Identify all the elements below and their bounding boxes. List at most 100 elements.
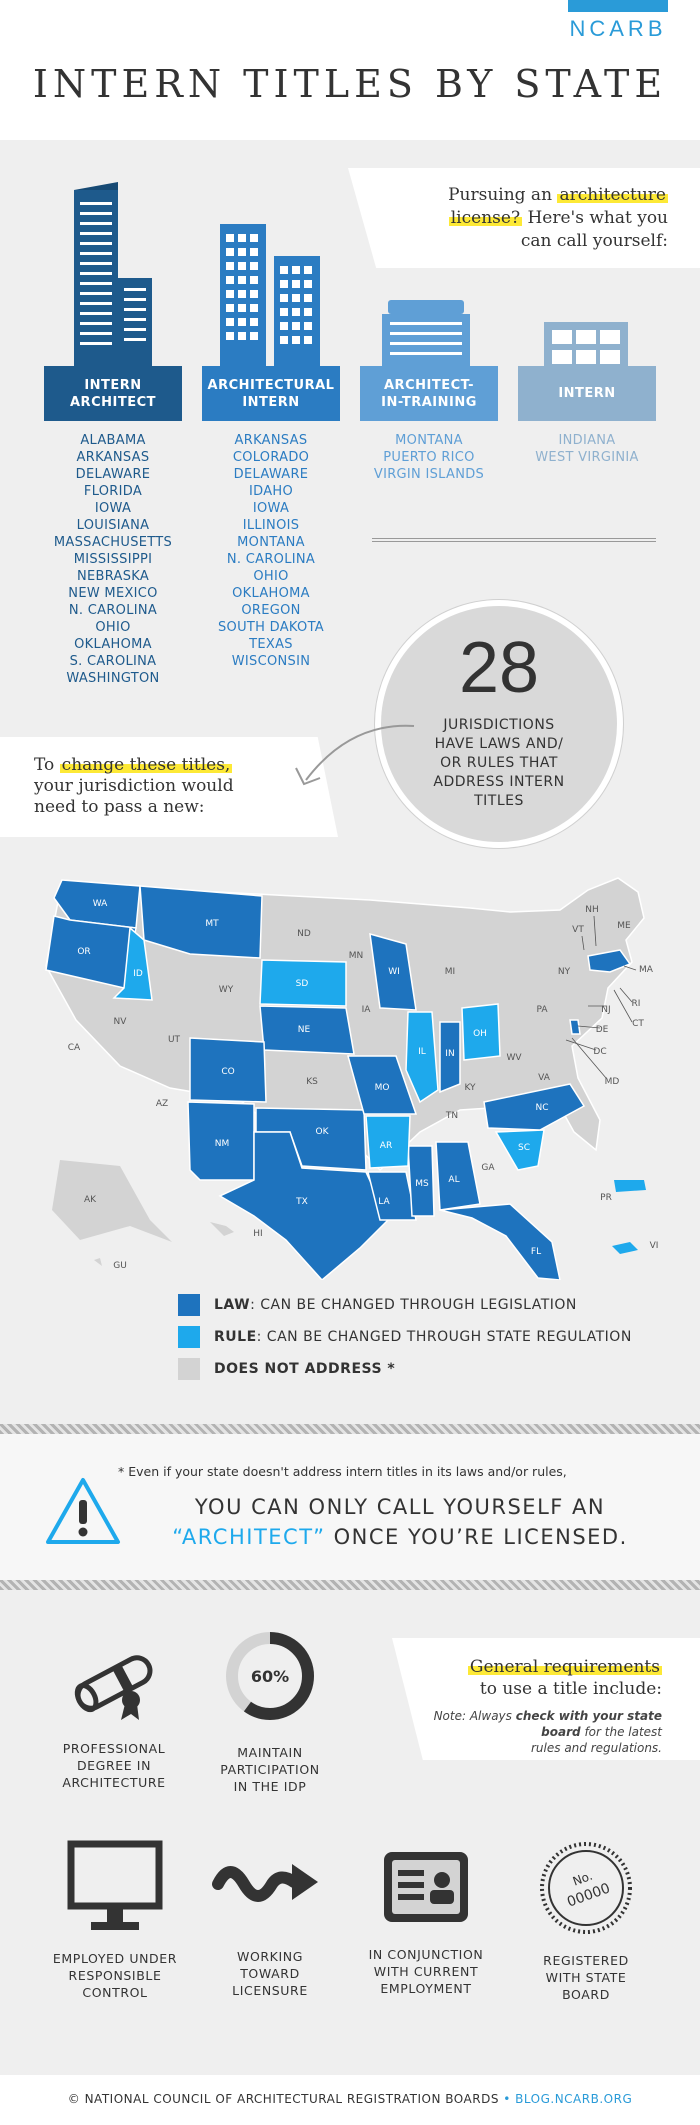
tall-building-icon xyxy=(74,182,152,372)
map-label-nj: NJ xyxy=(601,1005,610,1015)
map-label-wv: WV xyxy=(506,1053,522,1063)
mid-building-icon xyxy=(382,300,470,372)
map-label-ne: NE xyxy=(298,1025,311,1035)
change-highlight: change these titles, xyxy=(59,755,233,775)
warning-footnote: * Even if your state doesn't address int… xyxy=(118,1464,567,1479)
state-list-intern: INDIANA WEST VIRGINIA xyxy=(518,432,656,466)
map-label-or: OR xyxy=(77,947,90,957)
note-bold: check with your state board xyxy=(515,1709,662,1739)
progress-ring-fill xyxy=(226,1632,314,1720)
map-territory-hi xyxy=(210,1222,234,1236)
map-label-sd: SD xyxy=(296,979,309,989)
req-employed-line2: RESPONSIBLE xyxy=(68,1968,162,1983)
twin-tower-icon xyxy=(220,224,320,372)
req-conjunction-line1: IN CONJUNCTION xyxy=(368,1947,484,1962)
col2-title-line2: INTERN xyxy=(242,394,300,410)
req-degree-line3: ARCHITECTURE xyxy=(62,1775,166,1790)
map-label-ma: MA xyxy=(639,965,654,975)
map-label-wa: WA xyxy=(93,899,108,909)
state-item: COLORADO xyxy=(232,450,310,465)
column-rule xyxy=(372,538,656,542)
map-label-dc: DC xyxy=(593,1047,606,1057)
map-label-nv: NV xyxy=(114,1017,128,1027)
ncarb-logo[interactable]: NCARB xyxy=(568,0,668,42)
footer-text: © NATIONAL COUNCIL OF ARCHITECTURAL REGI… xyxy=(0,2092,700,2106)
diploma-icon xyxy=(74,1655,153,1720)
stamp-line2: 00000 xyxy=(565,1880,612,1910)
map-label-ok: OK xyxy=(316,1127,330,1137)
requirement-idp: 60% MAINTAIN PARTICIPATION IN THE IDP xyxy=(200,1626,340,1795)
map-state-co xyxy=(189,1037,267,1103)
state-item: ALABAMA xyxy=(80,433,146,448)
stat-number: 28 xyxy=(458,628,540,708)
state-item: MASSACHUSETTS xyxy=(53,535,173,550)
map-label-id: ID xyxy=(133,969,143,979)
map-state-id xyxy=(112,926,153,1001)
state-item: ARKANSAS xyxy=(76,450,150,465)
map-label-nh: NH xyxy=(585,905,599,915)
change-line2: your jurisdiction would xyxy=(34,776,234,796)
state-item: NEBRASKA xyxy=(76,569,150,584)
map-label-tx: TX xyxy=(295,1197,308,1207)
change-card xyxy=(0,737,338,837)
map-label-oh: OH xyxy=(473,1029,487,1039)
state-item: TEXAS xyxy=(249,637,293,652)
map-label-al: AL xyxy=(448,1175,459,1185)
note-pre: Always xyxy=(466,1709,516,1723)
map-label-nc: NC xyxy=(535,1103,548,1113)
footer-separator: • xyxy=(498,2092,516,2106)
note-label: Note: xyxy=(433,1709,467,1723)
warning-line2-post: ONCE YOU’RE LICENSED. xyxy=(325,1525,628,1549)
map-label-hi: HI xyxy=(253,1229,262,1239)
map-label-ms: MS xyxy=(415,1179,429,1189)
title-architect-in-training: ARCHITECT- IN-TRAINING xyxy=(360,366,498,421)
col1-title-line1: INTERN xyxy=(84,377,142,393)
map-state-ne xyxy=(259,1005,355,1055)
map-state-nm xyxy=(187,1101,255,1181)
map-label-vi: VI xyxy=(650,1241,659,1251)
state-item: OHIO xyxy=(95,620,131,635)
map-state-fl xyxy=(439,1203,561,1280)
intro-text: Pursuing an architecture license? Here's… xyxy=(380,184,668,253)
title-architectural-intern: ARCHITECTURAL INTERN xyxy=(202,366,340,421)
footer-org: © NATIONAL COUNCIL OF ARCHITECTURAL REGI… xyxy=(67,2092,499,2106)
state-item: IOWA xyxy=(94,501,132,516)
state-item: FLORIDA xyxy=(83,484,143,499)
map-label-me: ME xyxy=(617,921,631,931)
map-label-pa: PA xyxy=(536,1005,548,1015)
map-state-in xyxy=(439,1021,461,1094)
req-registered-line1: REGISTERED xyxy=(543,1953,629,1968)
map-label-ga: GA xyxy=(481,1163,495,1173)
map-state-oh xyxy=(461,1003,501,1061)
warning-message: YOU CAN ONLY CALL YOURSELF AN “ARCHITECT… xyxy=(150,1492,650,1552)
state-item: MONTANA xyxy=(395,433,463,448)
stat-line4: ADDRESS INTERN xyxy=(433,774,565,790)
map-label-ct: CT xyxy=(632,1019,644,1029)
state-item: MISSISSIPPI xyxy=(73,552,153,567)
map-label-ia: IA xyxy=(362,1005,372,1015)
curved-arrow-icon xyxy=(295,724,415,786)
id-card-icon xyxy=(384,1852,468,1922)
map-label-ks: KS xyxy=(306,1077,318,1087)
req-idp-line1: MAINTAIN xyxy=(237,1745,303,1760)
map-label-mi: MI xyxy=(445,967,455,977)
logo-text: NCARB xyxy=(569,16,667,41)
map-label-ak: AK xyxy=(84,1195,97,1205)
requirements-card-text: General requirements to use a title incl… xyxy=(420,1656,662,1756)
state-item: WISCONSIN xyxy=(231,654,311,669)
stamp-seal-icon: No. 00000 xyxy=(540,1842,632,1934)
state-item: DELAWARE xyxy=(75,467,151,482)
req-idp-line2: PARTICIPATION xyxy=(220,1762,320,1777)
legend-swatch-law xyxy=(178,1294,200,1316)
map-territory-pr xyxy=(614,1180,646,1192)
state-item: S. CAROLINA xyxy=(69,654,157,669)
progress-ring: 60% xyxy=(226,1632,314,1720)
stat-line3: OR RULES THAT xyxy=(440,755,558,771)
footer-site-link[interactable]: BLOG.NCARB.ORG xyxy=(515,2092,633,2106)
state-list-architectural-intern: ARKANSAS COLORADO DELAWARE IDAHO IOWA IL… xyxy=(202,432,340,670)
map-state-sd xyxy=(259,959,347,1007)
state-item: PUERTO RICO xyxy=(383,450,475,465)
req-employed-line1: EMPLOYED UNDER xyxy=(52,1951,178,1966)
stat-line2: HAVE LAWS AND/ xyxy=(434,736,564,752)
intro-highlight-architecture: architecture xyxy=(557,185,668,205)
